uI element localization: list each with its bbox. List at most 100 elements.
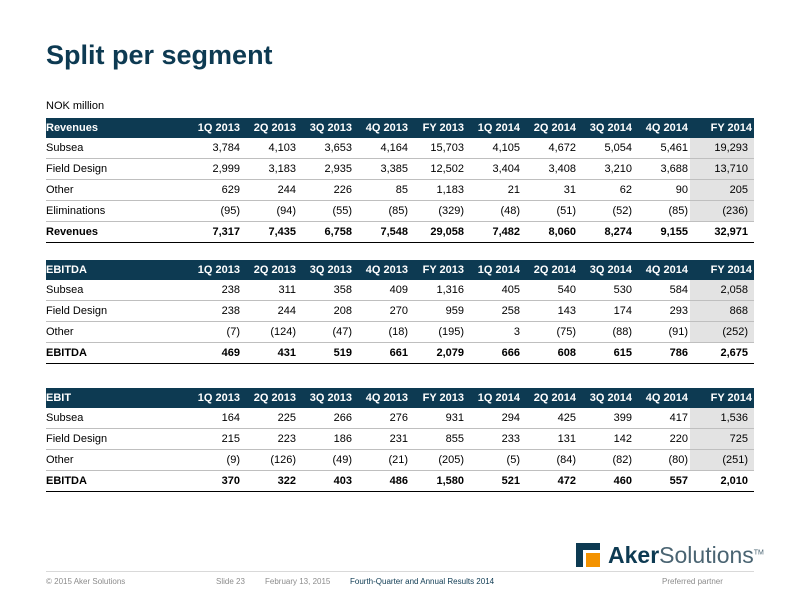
value-cell: (84) [522, 449, 578, 471]
value-cell: 4,164 [354, 138, 410, 159]
value-cell: 322 [242, 470, 298, 492]
value-cell: 238 [186, 280, 242, 301]
value-cell: 311 [242, 280, 298, 301]
period-header: 1Q 2013 [186, 388, 242, 408]
value-cell: 3,404 [466, 158, 522, 180]
value-cell: 3,210 [578, 158, 634, 180]
value-cell: 931 [410, 408, 466, 429]
value-cell: 294 [466, 408, 522, 429]
row-label: Other [46, 449, 186, 471]
value-cell: 19,293 [690, 138, 754, 159]
value-cell: 4,672 [522, 138, 578, 159]
table-total-row: EBITDA 370 322 403 486 1,580 521 472 460 557 2,010 [46, 470, 754, 492]
footer-copyright: © 2015 Aker Solutions [46, 577, 126, 586]
period-header: 3Q 2013 [298, 260, 354, 280]
period-header: FY 2014 [690, 118, 754, 138]
period-header: FY 2013 [410, 118, 466, 138]
value-cell: 29,058 [410, 221, 466, 243]
value-cell: (48) [466, 200, 522, 222]
page-title: Split per segment [46, 40, 273, 70]
value-cell: (95) [186, 200, 242, 222]
value-cell: (49) [298, 449, 354, 471]
logo-mark-icon [576, 543, 600, 567]
period-header: FY 2014 [690, 260, 754, 280]
value-cell: 13,710 [690, 158, 754, 180]
value-cell: (82) [578, 449, 634, 471]
value-cell: 276 [354, 408, 410, 429]
value-cell: (80) [634, 449, 690, 471]
footer-tagline: Preferred partner [662, 577, 723, 586]
value-cell: 1,536 [690, 408, 754, 429]
value-cell: 4,103 [242, 138, 298, 159]
footer-presentation-title: Fourth-Quarter and Annual Results 2014 [350, 577, 495, 586]
value-cell: 270 [354, 300, 410, 322]
period-header: 3Q 2014 [578, 260, 634, 280]
value-cell: 370 [186, 470, 242, 492]
table-row: Other (9) (126) (49) (21) (205) (5) (84) (82) (80… [46, 449, 754, 471]
value-cell: 2,010 [690, 470, 754, 492]
period-header: 2Q 2014 [522, 260, 578, 280]
period-header: FY 2013 [410, 260, 466, 280]
value-cell: 143 [522, 300, 578, 322]
value-cell: 557 [634, 470, 690, 492]
value-cell: 131 [522, 428, 578, 450]
row-label: Revenues [46, 221, 186, 243]
table-row: Other 629 244 226 85 1,183 21 31 62 90 205 [46, 179, 754, 201]
logo-trademark: TM [753, 549, 764, 557]
value-cell: 1,580 [410, 470, 466, 492]
row-label: Eliminations [46, 200, 186, 222]
table-row: Subsea 164 225 266 276 931 294 425 399 417 1,536 [46, 408, 754, 429]
period-header: 3Q 2013 [298, 118, 354, 138]
value-cell: (55) [298, 200, 354, 222]
unit-label: NOK million [46, 100, 105, 112]
period-header: 2Q 2013 [242, 260, 298, 280]
value-cell: (85) [634, 200, 690, 222]
value-cell: 629 [186, 179, 242, 201]
table-header-label: EBIT [46, 388, 186, 408]
period-header: 1Q 2014 [466, 260, 522, 280]
value-cell: (124) [242, 321, 298, 343]
value-cell: 405 [466, 280, 522, 301]
value-cell: (251) [690, 449, 754, 471]
value-cell: 85 [354, 179, 410, 201]
value-cell: (94) [242, 200, 298, 222]
value-cell: 5,461 [634, 138, 690, 159]
ebit-table: EBIT 1Q 2013 2Q 2013 3Q 2013 4Q 2013 FY 2013 1… [46, 388, 754, 492]
value-cell: (21) [354, 449, 410, 471]
value-cell: 469 [186, 342, 242, 364]
period-header: 1Q 2014 [466, 388, 522, 408]
value-cell: 7,548 [354, 221, 410, 243]
value-cell: 31 [522, 179, 578, 201]
row-label: Other [46, 321, 186, 343]
value-cell: (51) [522, 200, 578, 222]
value-cell: 32,971 [690, 221, 754, 243]
value-cell: 460 [578, 470, 634, 492]
value-cell: 530 [578, 280, 634, 301]
row-label: Other [46, 179, 186, 201]
value-cell: 6,758 [298, 221, 354, 243]
table-total-row: EBITDA 469 431 519 661 2,079 666 608 615 786 2,675 [46, 342, 754, 364]
value-cell: 244 [242, 179, 298, 201]
value-cell: (205) [410, 449, 466, 471]
value-cell: 661 [354, 342, 410, 364]
table-header-row: EBITDA 1Q 2013 2Q 2013 3Q 2013 4Q 2013 FY 201… [46, 260, 754, 280]
period-header: FY 2013 [410, 388, 466, 408]
value-cell: (252) [690, 321, 754, 343]
value-cell: 521 [466, 470, 522, 492]
value-cell: 7,317 [186, 221, 242, 243]
value-cell: 725 [690, 428, 754, 450]
footer-date: February 13, 2015 [265, 577, 331, 586]
value-cell: 431 [242, 342, 298, 364]
value-cell: 7,435 [242, 221, 298, 243]
value-cell: 540 [522, 280, 578, 301]
value-cell: 519 [298, 342, 354, 364]
table-header-label: Revenues [46, 118, 186, 138]
value-cell: 855 [410, 428, 466, 450]
row-label: EBITDA [46, 470, 186, 492]
table-total-row: Revenues 7,317 7,435 6,758 7,548 29,058 7,482 8… [46, 221, 754, 243]
ebitda-table: EBITDA 1Q 2013 2Q 2013 3Q 2013 4Q 2013 FY 201… [46, 260, 754, 364]
table-header-label: EBITDA [46, 260, 186, 280]
value-cell: 486 [354, 470, 410, 492]
value-cell: (9) [186, 449, 242, 471]
period-header: 1Q 2014 [466, 118, 522, 138]
